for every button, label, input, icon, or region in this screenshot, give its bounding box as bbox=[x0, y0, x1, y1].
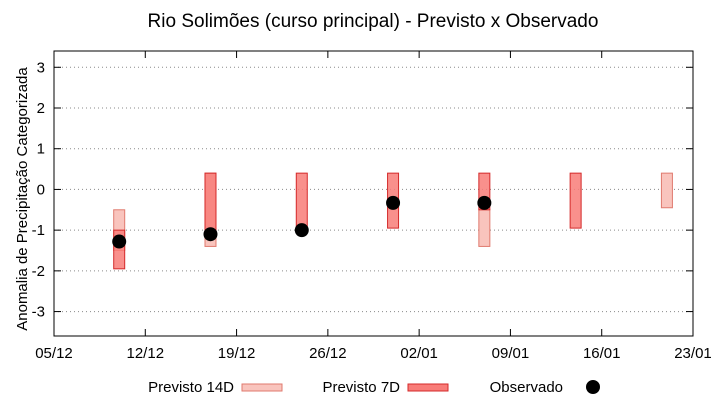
x-tick-label: 02/01 bbox=[400, 345, 438, 362]
observed-point bbox=[477, 195, 492, 210]
legend-label-observado: Observado bbox=[490, 379, 563, 396]
x-tick-label: 19/12 bbox=[218, 345, 256, 362]
legend-label-previsto-7d: Previsto 7D bbox=[322, 379, 400, 396]
y-tick-label: -3 bbox=[32, 304, 45, 321]
observed-point bbox=[294, 223, 309, 238]
range-bar-7d bbox=[295, 172, 308, 231]
range-bar-7d bbox=[113, 229, 126, 270]
legend-marker-observado bbox=[586, 380, 600, 394]
y-tick-label: 1 bbox=[37, 141, 45, 158]
range-bar-14d bbox=[660, 172, 673, 209]
y-tick-label: -1 bbox=[32, 222, 45, 239]
chart-title: Rio Solimões (curso principal) - Previst… bbox=[148, 11, 599, 32]
y-tick-label: -2 bbox=[32, 263, 45, 280]
y-tick-label: 2 bbox=[37, 100, 45, 117]
x-tick-label: 26/12 bbox=[309, 345, 347, 362]
observed-point bbox=[112, 234, 127, 249]
legend: Previsto 14D Previsto 7D Observado bbox=[148, 379, 600, 396]
range-bar-14d bbox=[478, 209, 491, 247]
y-axis: 3 2 1 0 -1 -2 -3 bbox=[32, 59, 693, 321]
x-tick-label: 09/01 bbox=[492, 345, 530, 362]
grid bbox=[54, 66, 693, 313]
x-axis: 05/12 12/12 19/12 26/12 02/01 09/01 16/01 23/01 bbox=[35, 51, 712, 362]
range-bar-7d bbox=[569, 172, 582, 229]
legend-label-previsto-14d: Previsto 14D bbox=[148, 379, 234, 396]
x-tick-label: 23/01 bbox=[674, 345, 712, 362]
observed-point bbox=[386, 195, 401, 210]
x-tick-label: 05/12 bbox=[35, 345, 73, 362]
plot-area-frame bbox=[53, 50, 694, 337]
y-axis-label: Anomalia de Precipitação Categorizada bbox=[14, 67, 31, 331]
observed-point bbox=[203, 227, 218, 242]
series-previsto-7d bbox=[113, 172, 582, 270]
series-observado bbox=[112, 195, 492, 249]
x-tick-label: 16/01 bbox=[583, 345, 621, 362]
x-tick-label: 12/12 bbox=[127, 345, 165, 362]
y-tick-label: 3 bbox=[37, 59, 45, 76]
range-bar-7d bbox=[204, 172, 217, 231]
legend-swatch-previsto-7d bbox=[407, 383, 449, 392]
y-tick-label: 0 bbox=[37, 181, 45, 198]
legend-swatch-previsto-14d bbox=[241, 383, 283, 392]
